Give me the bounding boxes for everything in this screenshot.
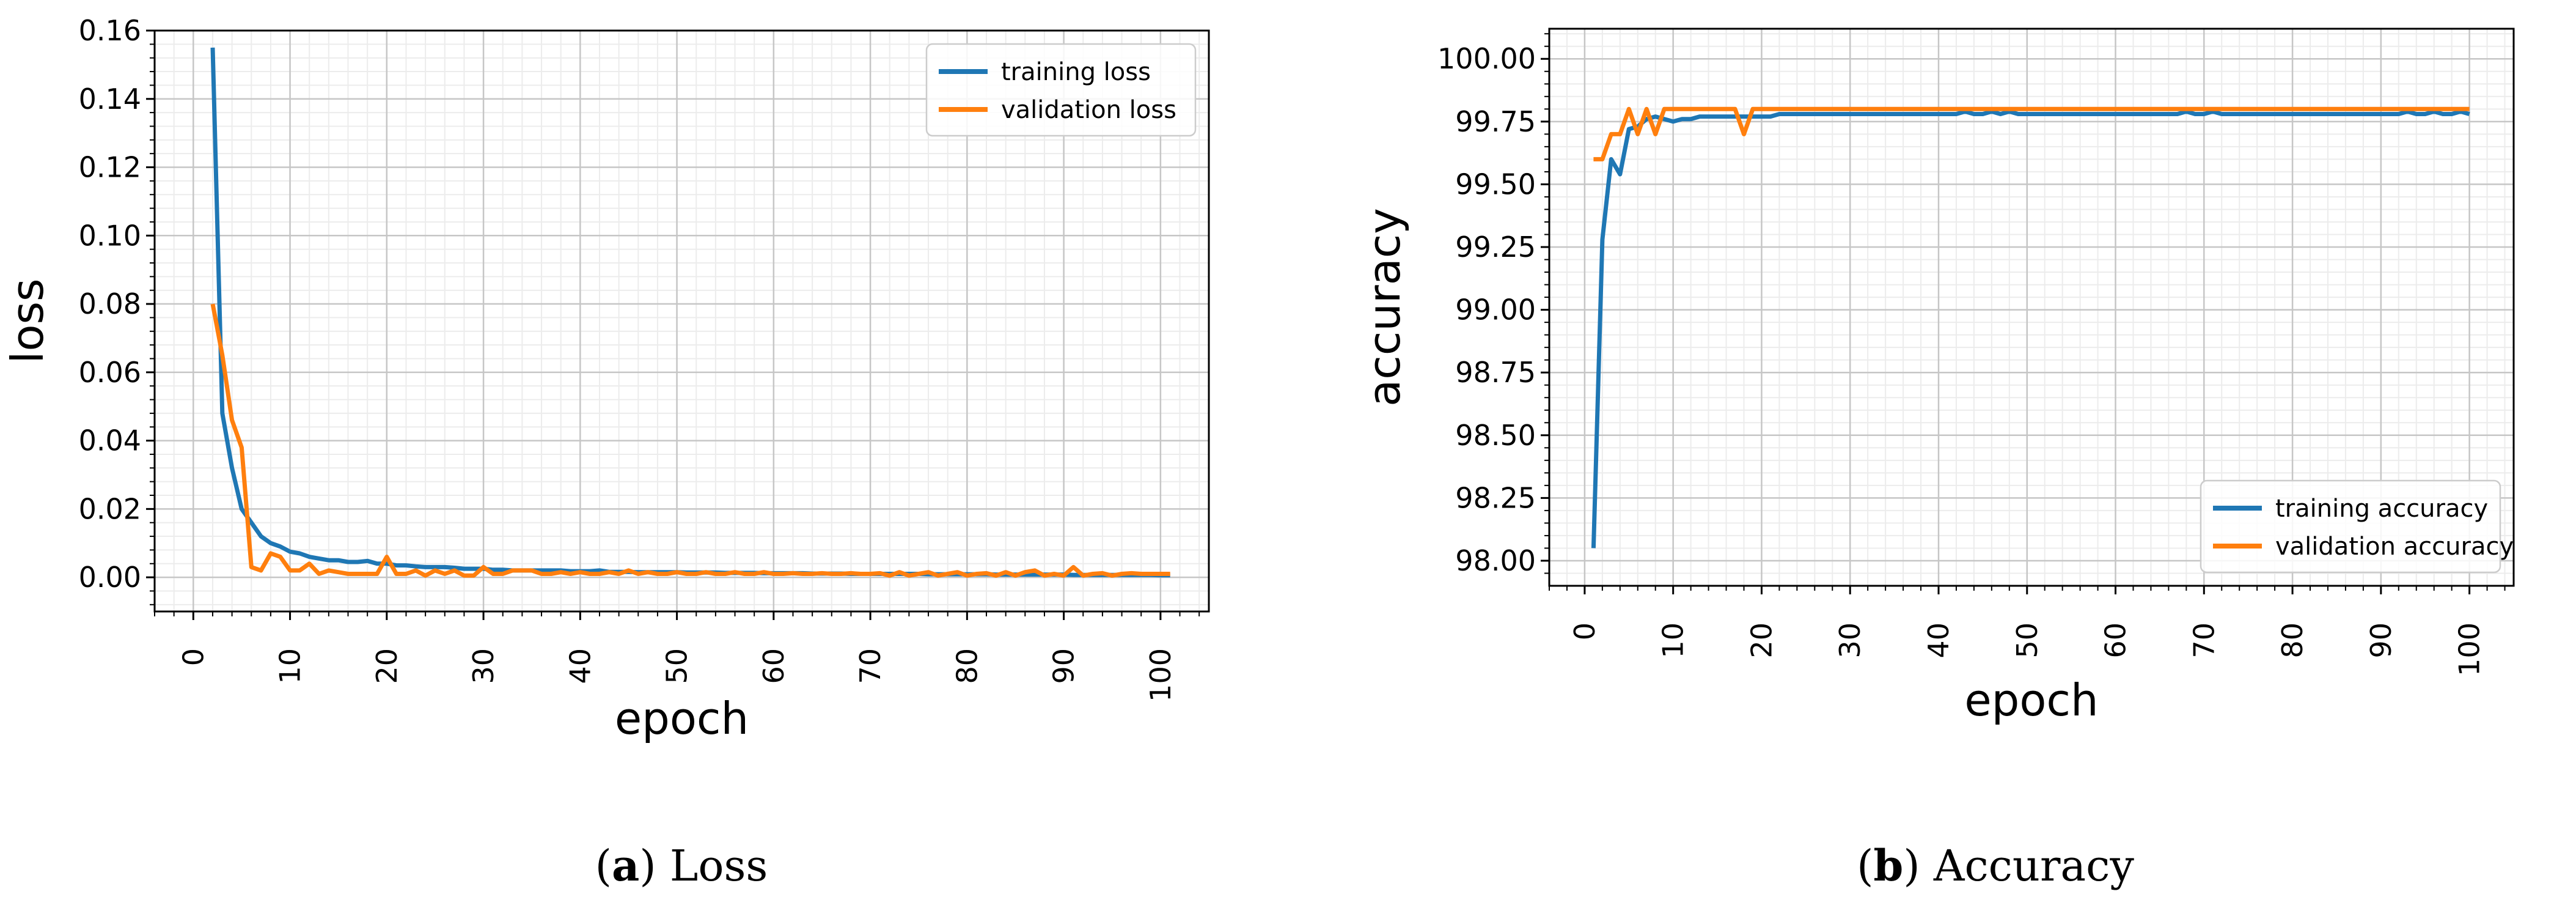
x-tick-label: 40 bbox=[563, 648, 596, 684]
legend: training loss validation loss bbox=[925, 43, 1197, 137]
y-tick-label: 0.14 bbox=[79, 83, 141, 116]
y-tick-label: 0.00 bbox=[79, 561, 141, 594]
x-tick-label: 100 bbox=[1144, 648, 1177, 702]
x-tick-label: 90 bbox=[1048, 648, 1081, 684]
x-tick-label: 0 bbox=[177, 648, 210, 666]
y-axis-label: accuracy bbox=[1359, 208, 1410, 407]
x-tick-label: 80 bbox=[2276, 622, 2309, 659]
x-tick-label: 100 bbox=[2453, 622, 2486, 676]
x-tick-label: 40 bbox=[1922, 622, 1955, 659]
legend-label: validation accuracy bbox=[2275, 533, 2514, 561]
x-axis-label: epoch bbox=[1964, 674, 2098, 726]
caption-a: (a) Loss bbox=[595, 840, 768, 891]
y-tick-label: 100.00 bbox=[1437, 42, 1536, 75]
y-tick-label: 0.12 bbox=[79, 151, 141, 184]
y-tick-label: 99.00 bbox=[1455, 294, 1536, 327]
x-tick-label: 10 bbox=[1657, 622, 1690, 659]
y-tick-label: 99.75 bbox=[1455, 105, 1536, 138]
axes-frame bbox=[1548, 28, 2515, 587]
y-tick-label: 0.10 bbox=[79, 219, 141, 252]
y-tick-label: 98.75 bbox=[1455, 356, 1536, 389]
x-axis-label: epoch bbox=[615, 693, 749, 744]
legend-label: training accuracy bbox=[2275, 495, 2488, 523]
x-tick-label: 50 bbox=[661, 648, 694, 684]
y-tick-label: 0.04 bbox=[79, 424, 141, 457]
y-tick-label: 0.08 bbox=[79, 287, 141, 320]
x-tick-label: 90 bbox=[2365, 622, 2398, 659]
legend-label: training loss bbox=[1001, 58, 1151, 86]
caption-b: (b) Accuracy bbox=[1857, 840, 2134, 891]
y-tick-label: 98.00 bbox=[1455, 544, 1536, 577]
y-tick-label: 99.50 bbox=[1455, 168, 1536, 201]
legend-box bbox=[2200, 479, 2501, 574]
x-tick-label: 20 bbox=[370, 648, 403, 684]
y-tick-label: 0.16 bbox=[79, 14, 141, 47]
legend-box bbox=[925, 43, 1197, 137]
x-tick-label: 70 bbox=[2187, 622, 2220, 659]
series-line-validation-accuracy bbox=[1593, 106, 2470, 161]
x-tick-label: 0 bbox=[1568, 622, 1601, 640]
x-tick-label: 30 bbox=[467, 648, 500, 684]
accuracy-chart: 0 10 20 30 40 50 60 70 80 90 100 98.00 98.25 98.50 98.… bbox=[1359, 28, 2515, 726]
y-tick-label: 99.25 bbox=[1455, 231, 1536, 264]
legend: training accuracy validation accuracy bbox=[2200, 479, 2514, 574]
x-tick-label: 30 bbox=[1833, 622, 1866, 659]
x-tick-label: 20 bbox=[1745, 622, 1778, 659]
y-axis-label: loss bbox=[2, 278, 53, 363]
x-tick-label: 70 bbox=[854, 648, 887, 684]
y-tick-label: 0.02 bbox=[79, 492, 141, 525]
x-tick-label: 10 bbox=[274, 648, 307, 684]
x-tick-label: 60 bbox=[757, 648, 790, 684]
legend-label: validation loss bbox=[1001, 96, 1176, 124]
series-line-validation-loss bbox=[210, 303, 1170, 578]
y-tick-label: 98.50 bbox=[1455, 419, 1536, 452]
axes-frame bbox=[153, 29, 1210, 613]
y-tick-label: 98.25 bbox=[1455, 481, 1536, 514]
x-tick-label: 80 bbox=[950, 648, 983, 684]
loss-chart: 0 10 20 30 40 50 60 70 80 90 100 0.00 0.02 0.04 0.06 0.… bbox=[2, 14, 1210, 744]
y-tick-label: 0.06 bbox=[79, 356, 141, 389]
x-tick-label: 60 bbox=[2099, 622, 2132, 659]
x-tick-label: 50 bbox=[2011, 622, 2044, 659]
